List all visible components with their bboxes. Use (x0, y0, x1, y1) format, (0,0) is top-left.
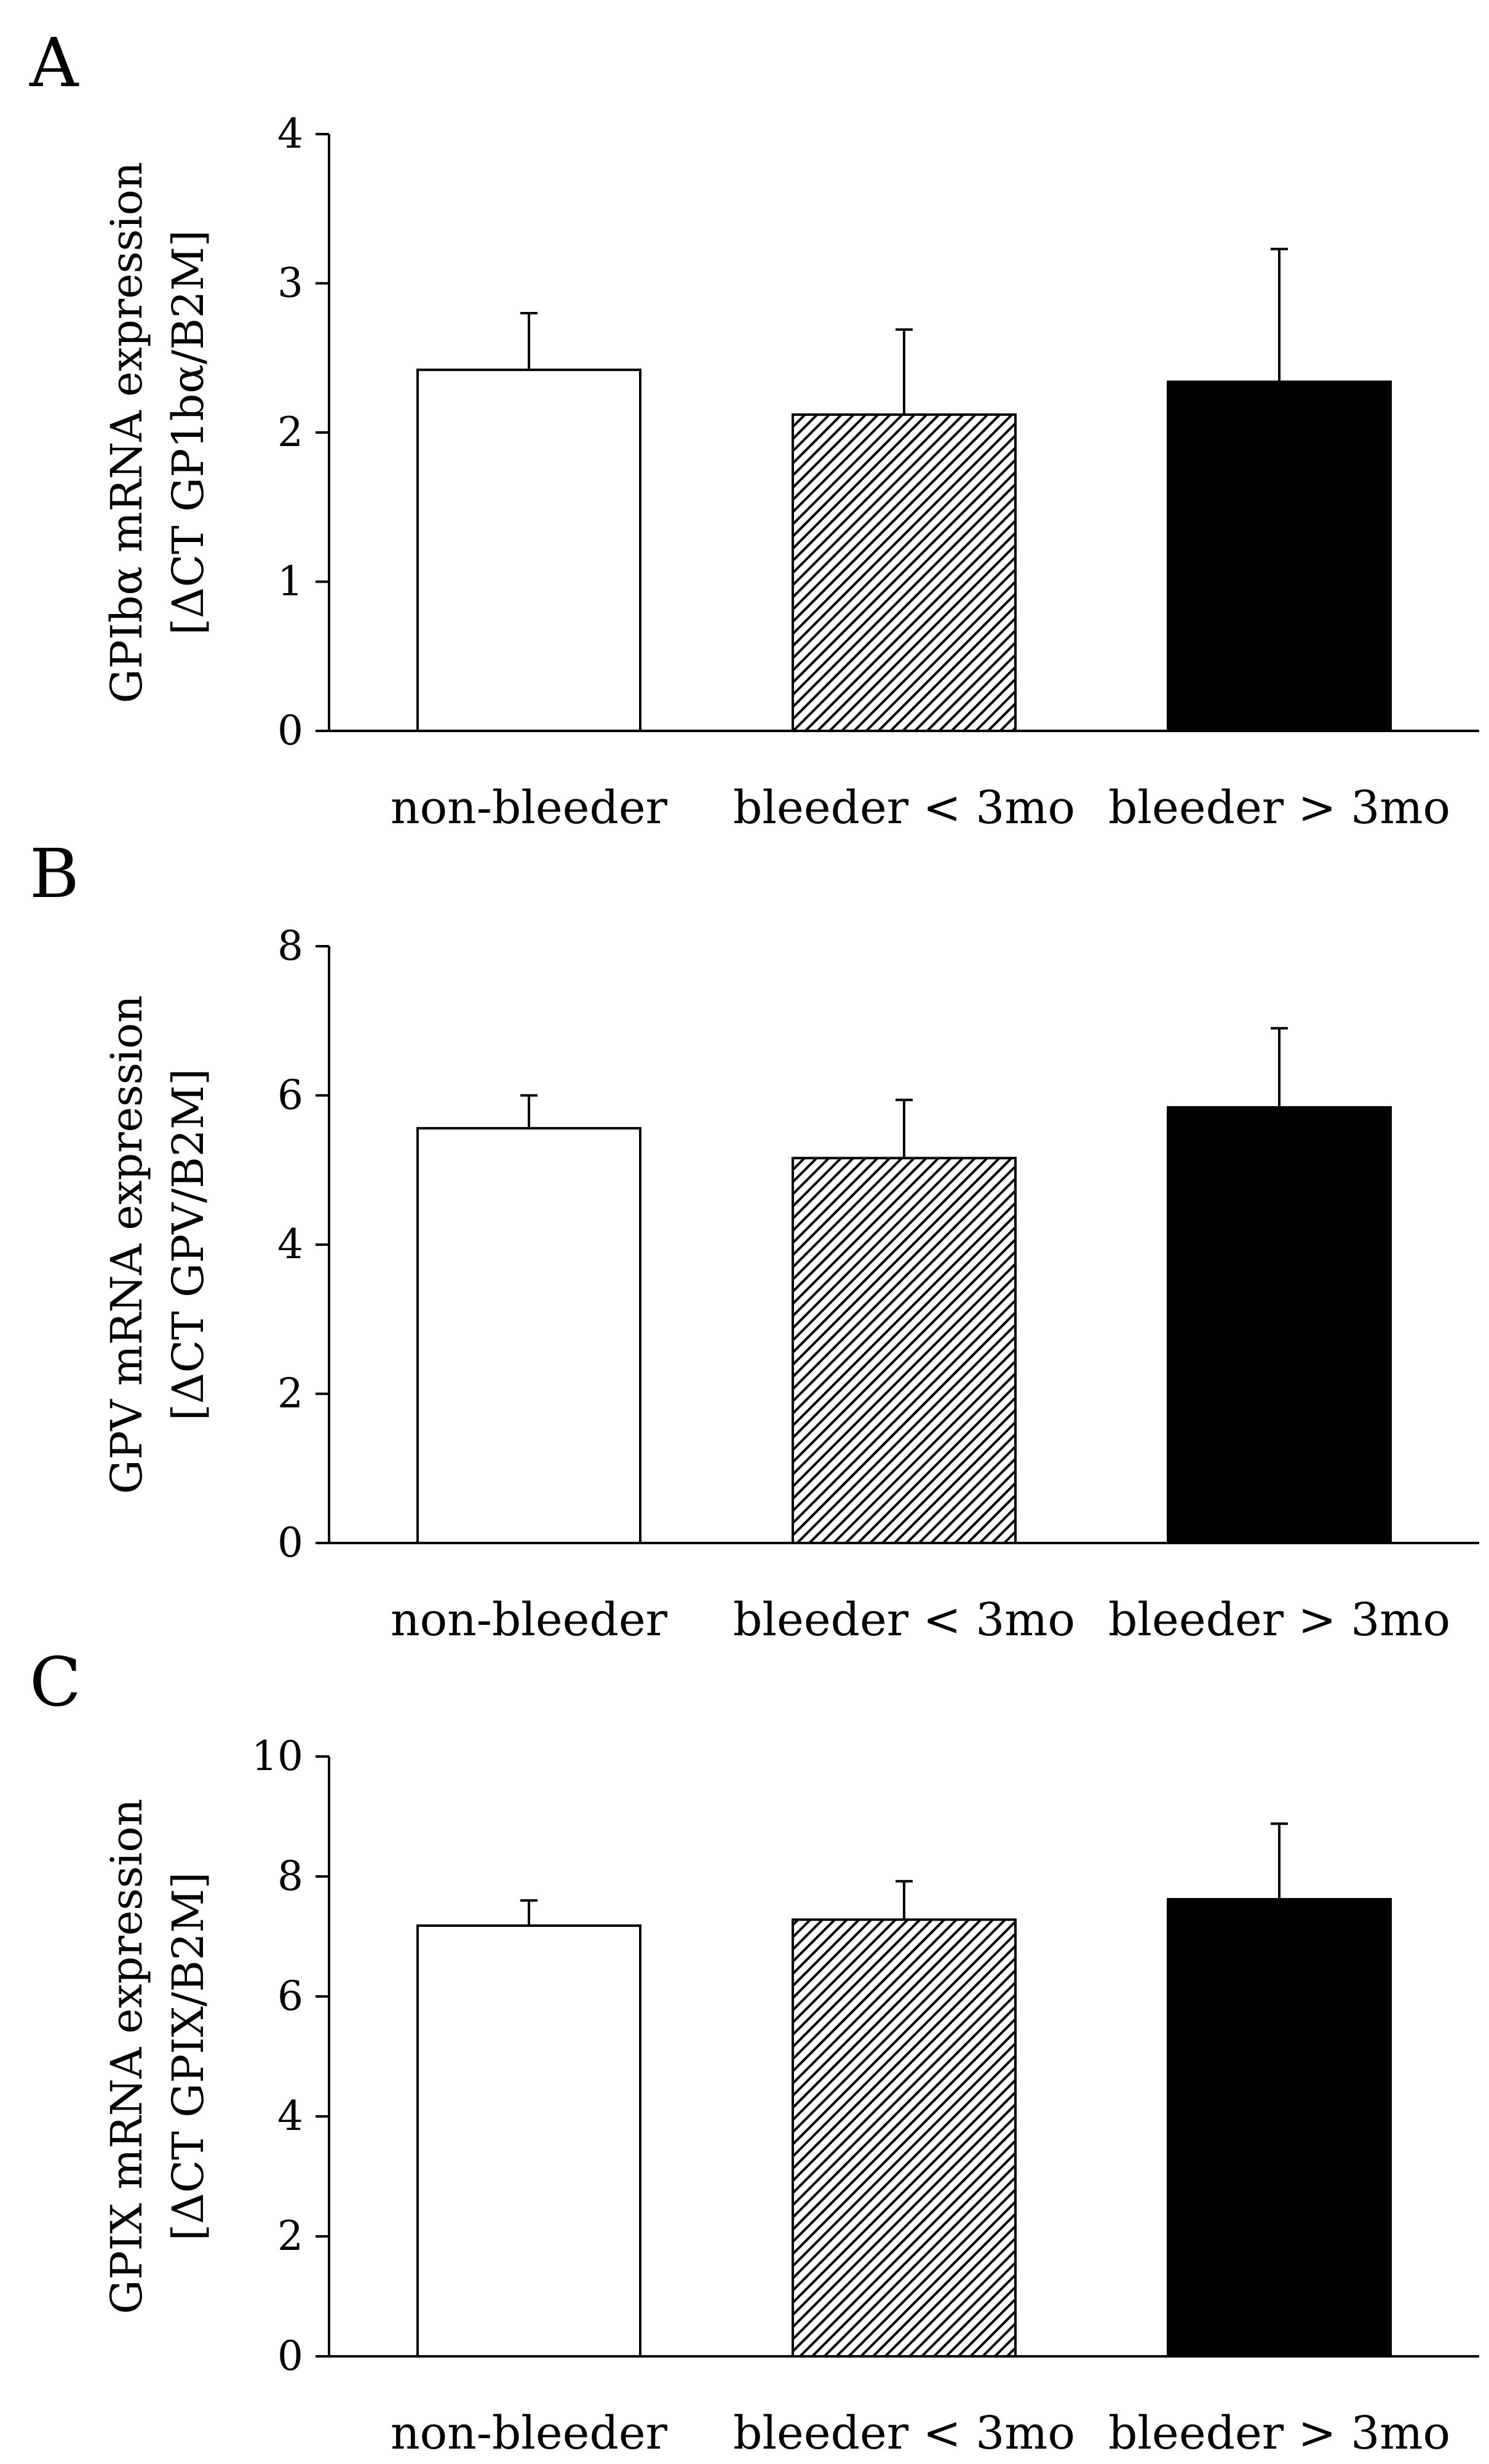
y-axis-label-line1: GPIbα mRNA expression (101, 162, 152, 703)
panel-letter: A (29, 23, 79, 102)
y-tick-label: 0 (277, 1519, 303, 1566)
y-axis-label-line2: [ΔCT GPV/B2M] (163, 1069, 213, 1421)
y-axis-label: GPV mRNA expression [ΔCT GPV/B2M] (101, 995, 213, 1494)
y-tick-label: 3 (277, 260, 303, 307)
panel-letter: B (30, 834, 79, 913)
bar-1 (416, 369, 641, 732)
y-axis-label-line1: GPV mRNA expression (101, 995, 152, 1494)
y-tick-label: 10 (252, 1732, 303, 1780)
category-label: non-bleeder (391, 2407, 668, 2460)
bar-1 (416, 1924, 641, 2358)
bar-3 (1167, 1898, 1392, 2358)
category-label: bleeder > 3mo (1108, 781, 1450, 834)
bar-2 (792, 1918, 1017, 2358)
bar-3 (1167, 380, 1392, 732)
chart-panel-b: B 0 2 4 6 8 non-bleeder bleeder < 3mo bleeder > … (30, 834, 1479, 1646)
y-tick-label: 4 (277, 2092, 303, 2140)
y-axis-label-line2: [ΔCT GP1bα/B2M] (163, 230, 213, 636)
bar-2 (792, 1157, 1017, 1544)
y-axis-label: GPIbα mRNA expression [ΔCT GP1bα/B2M] (101, 162, 213, 703)
bar-3 (1167, 1106, 1392, 1544)
panel-letter: C (30, 1643, 81, 1721)
category-label: bleeder < 3mo (733, 2407, 1075, 2460)
y-tick-label: 8 (277, 1852, 303, 1900)
category-label: bleeder > 3mo (1108, 2407, 1450, 2460)
y-tick-label: 2 (277, 409, 303, 456)
category-label: bleeder < 3mo (733, 781, 1075, 834)
y-axis-label-line1: GPIX mRNA expression (101, 1799, 152, 2314)
category-label: non-bleeder (391, 781, 668, 834)
y-tick-label: 0 (277, 707, 303, 754)
category-label: bleeder < 3mo (733, 1593, 1075, 1646)
y-tick-label: 8 (277, 922, 303, 970)
bar-1 (416, 1126, 641, 1544)
y-tick-label: 6 (277, 1972, 303, 2020)
category-label: non-bleeder (391, 1593, 668, 1646)
y-tick-label: 4 (277, 110, 303, 157)
y-axis-label-line2: [ΔCT GPIX/B2M] (163, 1872, 213, 2241)
y-tick-label: 1 (277, 558, 303, 605)
y-tick-label: 6 (277, 1072, 303, 1119)
category-label: bleeder > 3mo (1108, 1593, 1450, 1646)
y-tick-label: 4 (277, 1221, 303, 1268)
y-tick-label: 2 (277, 2212, 303, 2260)
bar-2 (792, 413, 1017, 732)
y-tick-label: 0 (277, 2332, 303, 2380)
y-tick-label: 2 (277, 1370, 303, 1417)
y-axis-label: GPIX mRNA expression [ΔCT GPIX/B2M] (101, 1799, 213, 2314)
chart-panel-a: A 0 1 2 3 4 non-bleeder bleeder < 3mo bleeder > … (29, 23, 1479, 834)
chart-panel-c: C 0 2 4 6 8 10 non-bleeder bleeder < 3mo bleeder … (30, 1643, 1479, 2460)
